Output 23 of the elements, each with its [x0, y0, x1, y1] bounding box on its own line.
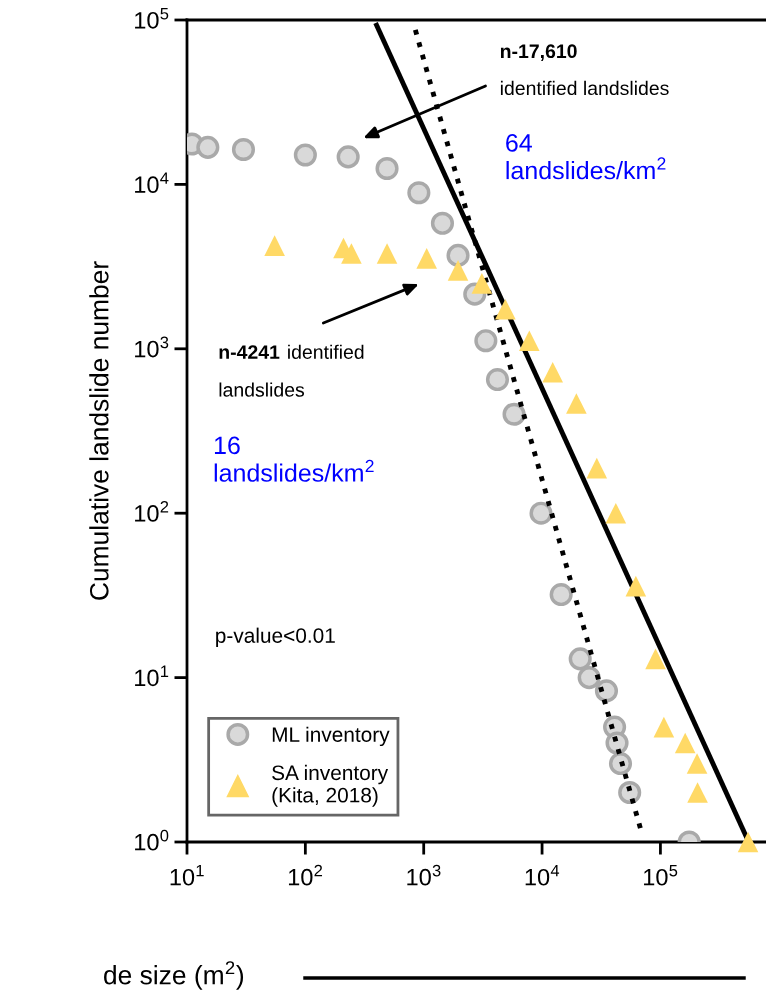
y-tick-label: 10$^{2}$ — [135, 500, 169, 522]
annotation: p-value<0.01 — [216, 627, 335, 648]
annotation: n-17,610 — [500, 44, 577, 61]
annotation: 16 landslides/km$^{2}$ — [214, 436, 374, 482]
y-tick-label: 10$^{0}$ — [135, 829, 169, 851]
annotation: identified — [288, 344, 364, 359]
x-tick-label: 10$^{5}$ — [644, 864, 678, 886]
x-tick-label: 10$^{2}$ — [288, 864, 323, 886]
x-tick-label: 10$^{1}$ — [170, 864, 204, 886]
y-tick-label: 10$^{3}$ — [135, 336, 169, 358]
x-axis-title: de size (m$^{2}$) — [104, 961, 244, 990]
y-tick-label: 10$^{5}$ — [135, 8, 169, 29]
y-tick-label: 10$^{1}$ — [135, 665, 169, 687]
annotation: identified landslides — [500, 80, 669, 96]
annotation: landslides — [219, 382, 305, 397]
annotation: n-4241 — [219, 345, 280, 359]
x-tick-label: 10$^{3}$ — [407, 864, 441, 886]
y-tick-label: 10$^{4}$ — [135, 172, 169, 194]
y-axis-title: Cumulative landslide number — [89, 261, 109, 600]
x-tick-label: 10$^{4}$ — [525, 864, 560, 886]
legend-label: SA inventory (Kita, 2018) — [272, 764, 389, 807]
annotation: 64 landslides/km$^{2}$ — [506, 134, 666, 180]
legend-label: ML inventory — [272, 726, 390, 747]
